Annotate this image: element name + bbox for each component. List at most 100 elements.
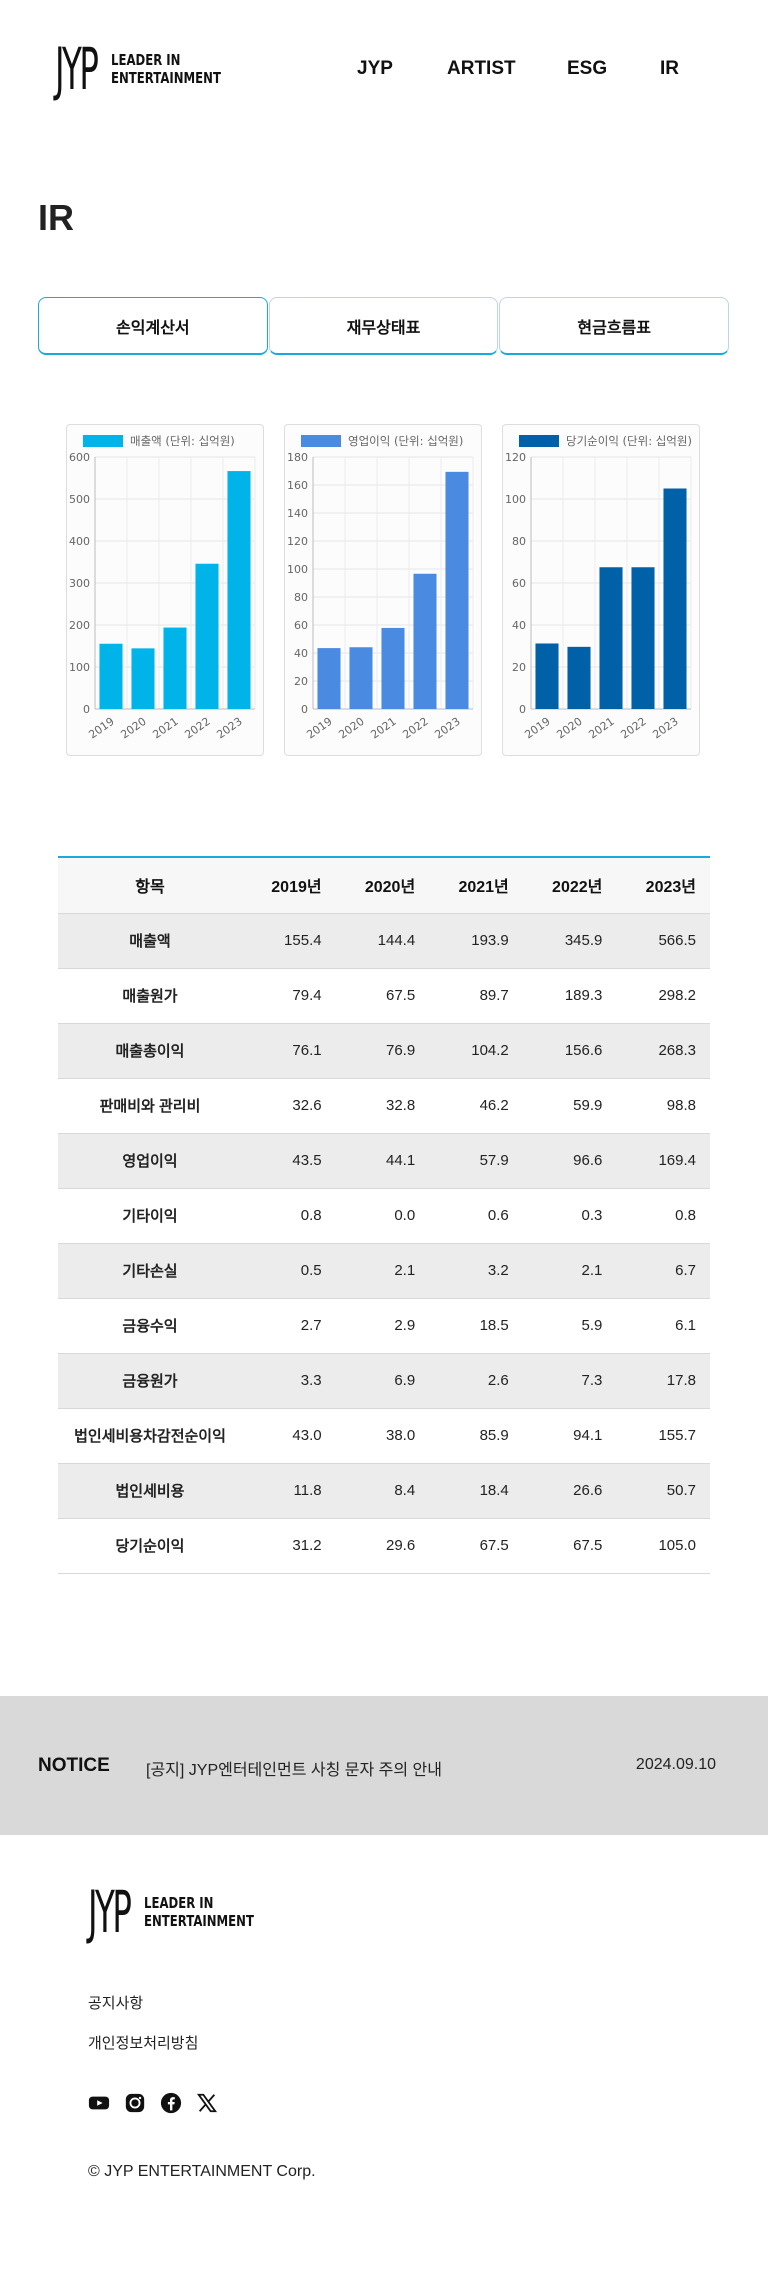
row-label: 기타이익 <box>58 1188 242 1244</box>
x-tick-label: 2023 <box>650 715 680 742</box>
row-value: 155.4 <box>242 913 336 969</box>
bar <box>99 643 123 709</box>
row-value: 8.4 <box>335 1463 430 1519</box>
notice-title-link[interactable]: [공지] JYP엔터테인먼트 사칭 문자 주의 안내 <box>146 1762 442 1779</box>
row-value: 67.5 <box>522 1518 617 1574</box>
x-tick-label: 2021 <box>150 715 180 742</box>
tab-balance-sheet[interactable]: 재무상태표 <box>268 297 499 355</box>
y-tick-label: 80 <box>512 535 526 548</box>
logo-tagline-line1: LEADER IN <box>111 51 181 69</box>
nav-item-esg[interactable]: ESG <box>567 58 608 79</box>
legend-swatch <box>83 435 123 447</box>
row-value: 169.4 <box>616 1133 710 1189</box>
row-value: 43.0 <box>242 1408 336 1464</box>
y-tick-label: 160 <box>287 479 308 492</box>
row-value: 67.5 <box>335 968 430 1024</box>
row-value: 2.7 <box>242 1298 336 1354</box>
header-year: 2020년 <box>335 857 430 914</box>
bar <box>195 563 219 709</box>
row-label: 기타손실 <box>58 1243 242 1299</box>
y-tick-label: 120 <box>287 535 308 548</box>
charts-row: 매출액 (단위: 십억원) 0 100 200 300 400 500 600 2019 2020… <box>66 424 706 756</box>
table-header-row: 항목 2019년 2020년 2021년 2022년 2023년 <box>58 857 710 914</box>
y-tick-label: 140 <box>287 507 308 520</box>
row-value: 76.9 <box>335 1023 430 1079</box>
row-value: 18.5 <box>429 1298 523 1354</box>
row-value: 11.8 <box>242 1463 336 1519</box>
y-tick-label: 0 <box>83 703 90 716</box>
footer-jyp-logo[interactable]: JYP LEADER IN ENTERTAINMENT <box>88 1883 285 1941</box>
copyright: © JYP ENTERTAINMENT Corp. <box>88 2163 316 2180</box>
bar <box>349 647 373 709</box>
chart-card-operating-profit: 영업이익 (단위: 십억원) 0 20 40 60 80 100 120 140 160 180 20… <box>284 424 482 756</box>
footer-link-notices[interactable]: 공지사항 <box>88 1995 144 2012</box>
y-tick-label: 40 <box>294 647 308 660</box>
row-label: 매출총이익 <box>58 1023 242 1079</box>
table-row: 기타이익 0.8 0.0 0.6 0.3 0.8 <box>58 1188 710 1244</box>
y-tick-label: 80 <box>294 591 308 604</box>
legend-label: 당기순이익 (단위: 십억원) <box>566 434 692 448</box>
row-value: 3.2 <box>429 1243 523 1299</box>
row-label: 판매비와 관리비 <box>58 1078 242 1134</box>
jyp-logo-mark: JYP <box>55 35 99 103</box>
facebook-icon[interactable] <box>160 2092 182 2114</box>
footer-link-privacy-policy[interactable]: 개인정보처리방침 <box>88 2035 199 2052</box>
row-value: 32.6 <box>242 1078 336 1134</box>
bar <box>163 627 187 709</box>
row-value: 105.0 <box>616 1518 710 1574</box>
row-value: 94.1 <box>522 1408 617 1464</box>
tab-income-statement[interactable]: 손익계산서 <box>38 297 268 355</box>
jyp-logo-mark: JYP <box>88 1878 132 1946</box>
row-value: 298.2 <box>616 968 710 1024</box>
row-value: 26.6 <box>522 1463 617 1519</box>
row-value: 0.5 <box>242 1243 336 1299</box>
row-value: 6.7 <box>616 1243 710 1299</box>
row-value: 46.2 <box>429 1078 523 1134</box>
bar <box>567 646 591 709</box>
table-row: 금융원가 3.3 6.9 2.6 7.3 17.8 <box>58 1353 710 1409</box>
row-value: 57.9 <box>429 1133 523 1189</box>
row-value: 89.7 <box>429 968 523 1024</box>
operating-profit-bar-chart: 영업이익 (단위: 십억원) 0 20 40 60 80 100 120 140 160 180 20… <box>287 434 474 742</box>
table-row: 영업이익 43.5 44.1 57.9 96.6 169.4 <box>58 1133 710 1189</box>
row-label: 금융수익 <box>58 1298 242 1354</box>
x-tick-label: 2019 <box>86 715 116 742</box>
x-icon[interactable] <box>196 2092 218 2114</box>
y-tick-label: 180 <box>287 451 308 464</box>
table-body: 매출액 155.4 144.4 193.9 345.9 566.5 매출원가 79.4 67.5… <box>58 913 710 1574</box>
instagram-icon[interactable] <box>124 2092 146 2114</box>
table-row: 매출총이익 76.1 76.9 104.2 156.6 268.3 <box>58 1023 710 1079</box>
row-value: 44.1 <box>335 1133 430 1189</box>
row-value: 7.3 <box>522 1353 617 1409</box>
nav-item-ir[interactable]: IR <box>660 58 679 79</box>
youtube-icon[interactable] <box>88 2092 110 2114</box>
x-tick-label: 2020 <box>554 715 584 742</box>
nav-item-jyp[interactable]: JYP <box>357 58 393 79</box>
table-row: 판매비와 관리비 32.6 32.8 46.2 59.9 98.8 <box>58 1078 710 1134</box>
x-tick-label: 2023 <box>214 715 244 742</box>
row-value: 6.1 <box>616 1298 710 1354</box>
x-tick-label: 2022 <box>400 715 430 742</box>
jyp-logo[interactable]: JYP LEADER IN ENTERTAINMENT <box>55 40 252 98</box>
jyp-logo-tagline: LEADER IN ENTERTAINMENT <box>144 1894 254 1930</box>
row-value: 79.4 <box>242 968 336 1024</box>
nav-item-artist[interactable]: ARTIST <box>447 58 516 79</box>
bar <box>131 648 155 709</box>
row-value: 104.2 <box>429 1023 523 1079</box>
row-value: 96.6 <box>522 1133 617 1189</box>
table-row: 법인세비용 11.8 8.4 18.4 26.6 50.7 <box>58 1463 710 1519</box>
bar <box>599 567 623 709</box>
row-value: 566.5 <box>616 913 710 969</box>
logo-tagline-line1: LEADER IN <box>144 1894 214 1912</box>
header-year: 2019년 <box>242 857 336 914</box>
row-value: 43.5 <box>242 1133 336 1189</box>
table-row: 당기순이익 31.2 29.6 67.5 67.5 105.0 <box>58 1518 710 1574</box>
row-label: 영업이익 <box>58 1133 242 1189</box>
row-value: 2.9 <box>335 1298 430 1354</box>
row-value: 189.3 <box>522 968 617 1024</box>
row-label: 매출원가 <box>58 968 242 1024</box>
y-tick-label: 60 <box>294 619 308 632</box>
page-title: IR <box>38 197 74 238</box>
tab-cash-flow[interactable]: 현금흐름표 <box>499 297 730 355</box>
